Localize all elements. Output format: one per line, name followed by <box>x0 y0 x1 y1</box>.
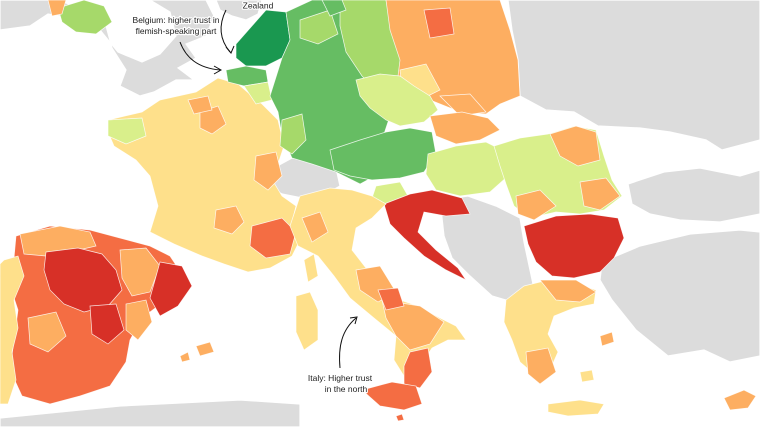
region-balearic-islands <box>195 341 215 357</box>
region-black-sea-shore <box>627 167 760 223</box>
annotation-italy-line1: Italy: Higher trust <box>308 373 373 383</box>
region-greece-north-orange <box>539 279 597 303</box>
region-romania-north-orange <box>549 125 601 167</box>
annotation-belgium-arrowhead <box>213 65 223 75</box>
region-sardinia <box>295 291 319 351</box>
region-italy-north-orange <box>301 211 329 243</box>
region-malta <box>395 413 405 422</box>
region-slovakia <box>429 111 501 145</box>
region-ireland-orange <box>47 0 67 17</box>
region-denmark <box>321 0 347 17</box>
region-germany-southwest <box>279 113 307 155</box>
region-brittany <box>107 117 147 145</box>
region-aegean-island-2 <box>579 369 595 383</box>
region-italy-lazio-red <box>377 287 405 311</box>
region-romania-south-orange <box>515 189 557 221</box>
region-catalonia <box>149 261 193 317</box>
annotations: Zealand Belgium: higher trust in flemish… <box>131 0 374 395</box>
annotation-italy-arrow <box>339 317 357 369</box>
region-turkey <box>599 229 760 363</box>
region-croatia <box>383 189 471 281</box>
region-andalusia-orange <box>27 311 67 353</box>
region-bulgaria <box>523 213 625 279</box>
region-france-center-orange <box>213 205 245 235</box>
annotation-top-arrow <box>220 9 231 53</box>
region-crete <box>547 399 605 417</box>
region-france-east-orange <box>253 151 283 191</box>
region-north-africa <box>0 399 301 427</box>
annotation-top-arrowhead <box>225 45 235 54</box>
region-aegean-island-1 <box>599 331 615 347</box>
region-hungary <box>425 141 509 197</box>
region-peloponnese-orange <box>525 347 557 385</box>
region-germany-north <box>299 9 339 45</box>
annotation-italy-line2: in the north <box>325 384 368 394</box>
region-france-alps-orange <box>249 217 297 259</box>
region-poland-northeast-red <box>423 7 455 39</box>
annotation-belgium-line2: flemish-speaking part <box>136 26 217 36</box>
region-scandinavia <box>507 0 760 151</box>
region-sicily <box>361 381 423 411</box>
region-portugal <box>0 255 25 405</box>
region-valencia-orange <box>125 299 153 341</box>
region-madrid-red <box>89 303 125 345</box>
region-north-sea-coast-gb <box>215 0 263 21</box>
annotation-belgium-line1: Belgium: higher trust in <box>133 15 220 25</box>
region-ireland <box>57 0 113 35</box>
annotation-italy-arrowhead <box>349 316 358 325</box>
region-italy-south-orange <box>381 299 445 351</box>
region-corsica <box>303 253 319 283</box>
annotation-belgium-arrow <box>179 41 221 71</box>
region-poland-south-orange <box>439 93 487 117</box>
region-france-normandy-orange <box>187 95 213 115</box>
region-italy-calabria <box>403 347 433 389</box>
region-france-west-orange <box>199 105 227 135</box>
region-romania-southeast-orange <box>579 177 621 211</box>
region-balearic-islands-small <box>179 351 191 363</box>
region-aragon-orange <box>119 247 161 297</box>
annotation-top-fragment: Zealand <box>243 0 274 10</box>
region-cyprus <box>723 389 757 411</box>
